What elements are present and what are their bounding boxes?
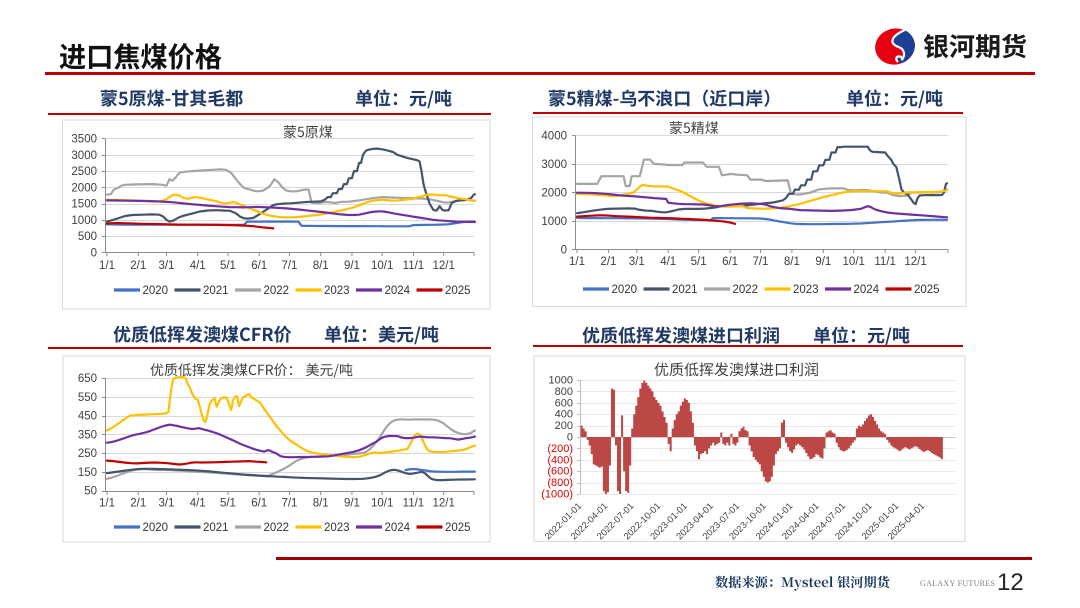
svg-text:3000: 3000 (541, 159, 567, 171)
svg-text:3000: 3000 (71, 150, 97, 162)
svg-text:2022: 2022 (264, 522, 290, 534)
svg-text:500: 500 (78, 231, 97, 243)
svg-text:2022: 2022 (733, 284, 759, 296)
svg-text:3/1: 3/1 (158, 498, 174, 510)
svg-text:2022: 2022 (264, 285, 290, 297)
svg-text:800: 800 (555, 386, 573, 398)
svg-text:2500: 2500 (71, 166, 97, 178)
svg-text:7/1: 7/1 (281, 498, 297, 510)
svg-text:2000: 2000 (71, 182, 97, 194)
svg-text:2/1: 2/1 (130, 260, 146, 272)
svg-text:(400): (400) (547, 454, 573, 466)
svg-text:6/1: 6/1 (251, 498, 267, 510)
svg-text:2021: 2021 (203, 522, 229, 534)
svg-text:400: 400 (555, 409, 573, 421)
svg-text:10/1: 10/1 (371, 498, 393, 510)
svg-text:350: 350 (78, 429, 97, 441)
svg-text:12/1: 12/1 (904, 256, 926, 268)
svg-text:0: 0 (567, 432, 573, 444)
svg-text:2000: 2000 (541, 187, 567, 199)
svg-text:(200): (200) (547, 443, 573, 455)
svg-text:11/1: 11/1 (403, 498, 425, 510)
svg-text:200: 200 (555, 420, 573, 432)
svg-text:(1000): (1000) (541, 489, 573, 501)
svg-text:8/1: 8/1 (784, 256, 800, 268)
svg-text:5/1: 5/1 (220, 498, 236, 510)
svg-text:2025: 2025 (445, 285, 471, 297)
svg-text:12: 12 (997, 569, 1024, 596)
svg-text:5/1: 5/1 (220, 260, 236, 272)
svg-text:2025: 2025 (914, 284, 940, 296)
svg-text:2024: 2024 (385, 522, 411, 534)
svg-text:9/1: 9/1 (344, 260, 360, 272)
svg-text:0: 0 (91, 248, 97, 260)
svg-text:2020: 2020 (143, 285, 169, 297)
svg-text:9/1: 9/1 (344, 498, 360, 510)
svg-text:11/1: 11/1 (874, 256, 896, 268)
svg-text:4/1: 4/1 (190, 498, 206, 510)
svg-text:(600): (600) (547, 466, 573, 478)
svg-text:650: 650 (78, 373, 97, 385)
svg-text:8/1: 8/1 (313, 498, 329, 510)
svg-text:(800): (800) (547, 477, 573, 489)
svg-text:150: 150 (78, 467, 97, 479)
svg-text:12/1: 12/1 (432, 260, 454, 272)
svg-text:1500: 1500 (71, 199, 97, 211)
svg-text:50: 50 (84, 486, 97, 498)
svg-text:8/1: 8/1 (313, 260, 329, 272)
svg-text:2/1: 2/1 (600, 256, 616, 268)
svg-text:2024: 2024 (385, 285, 411, 297)
svg-text:12/1: 12/1 (432, 498, 454, 510)
svg-text:2023: 2023 (324, 522, 350, 534)
svg-text:1/1: 1/1 (99, 260, 115, 272)
svg-text:10/1: 10/1 (371, 260, 393, 272)
svg-text:600: 600 (555, 397, 573, 409)
svg-text:2024: 2024 (854, 284, 880, 296)
svg-text:2023: 2023 (324, 285, 350, 297)
svg-text:3/1: 3/1 (629, 256, 645, 268)
svg-text:0: 0 (561, 244, 567, 256)
svg-text:7/1: 7/1 (752, 256, 768, 268)
svg-text:2023: 2023 (793, 284, 819, 296)
svg-text:4000: 4000 (541, 130, 567, 142)
svg-text:7/1: 7/1 (281, 260, 297, 272)
svg-text:5/1: 5/1 (691, 256, 707, 268)
svg-text:2025: 2025 (445, 522, 471, 534)
svg-text:2021: 2021 (203, 285, 229, 297)
svg-text:9/1: 9/1 (815, 256, 831, 268)
svg-text:4/1: 4/1 (660, 256, 676, 268)
svg-text:3500: 3500 (71, 134, 97, 146)
svg-text:250: 250 (78, 448, 97, 460)
svg-text:11/1: 11/1 (403, 260, 425, 272)
svg-text:6/1: 6/1 (722, 256, 738, 268)
svg-text:3/1: 3/1 (158, 260, 174, 272)
svg-text:2020: 2020 (143, 522, 169, 534)
svg-text:4/1: 4/1 (190, 260, 206, 272)
svg-text:2020: 2020 (612, 284, 638, 296)
svg-text:1000: 1000 (541, 216, 567, 228)
svg-text:550: 550 (78, 392, 97, 404)
svg-text:1/1: 1/1 (569, 256, 585, 268)
svg-text:2021: 2021 (672, 284, 698, 296)
svg-text:2/1: 2/1 (130, 498, 146, 510)
svg-text:450: 450 (78, 411, 97, 423)
svg-text:1000: 1000 (71, 215, 97, 227)
svg-text:1000: 1000 (549, 375, 573, 387)
svg-text:GALAXY FUTURES: GALAXY FUTURES (920, 579, 995, 588)
svg-text:10/1: 10/1 (843, 256, 865, 268)
svg-text:6/1: 6/1 (251, 260, 267, 272)
svg-text:1/1: 1/1 (99, 498, 115, 510)
